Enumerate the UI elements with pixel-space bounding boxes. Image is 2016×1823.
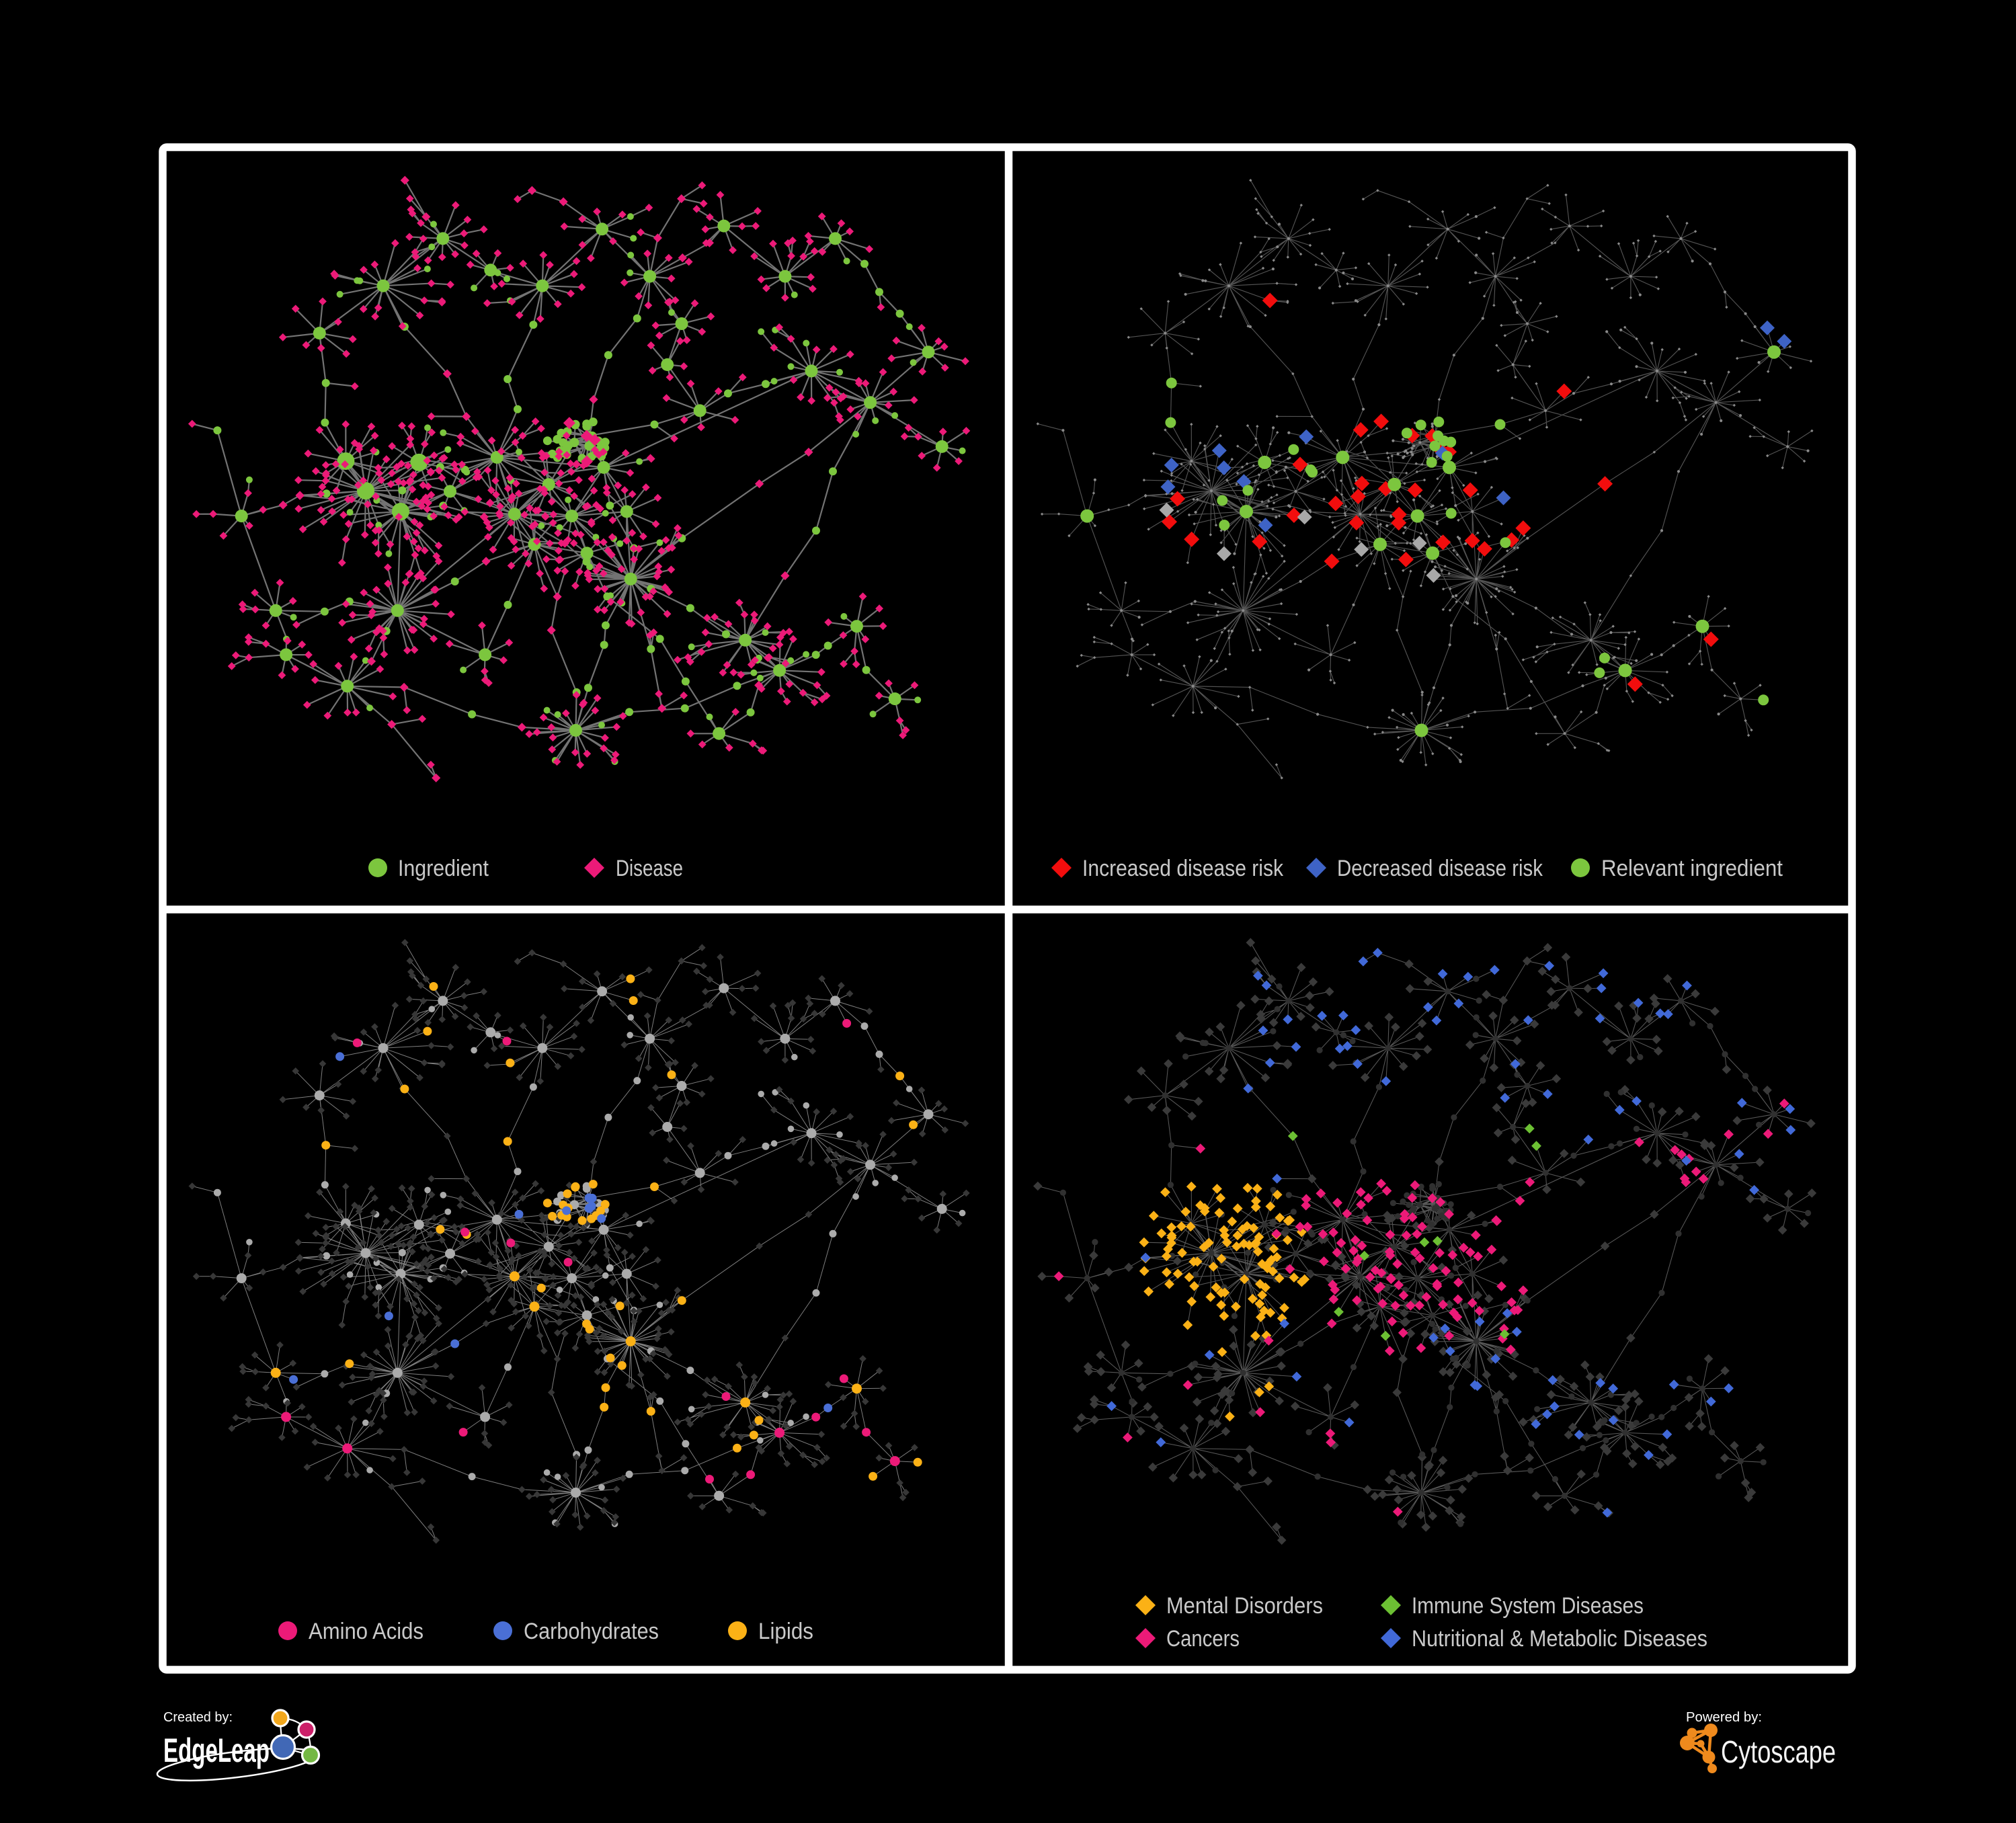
svg-text:Ingredient: Ingredient xyxy=(398,856,489,881)
svg-text:Relevant ingredient: Relevant ingredient xyxy=(1601,856,1783,881)
svg-text:Carbohydrates: Carbohydrates xyxy=(524,1619,659,1644)
svg-text:Amino Acids: Amino Acids xyxy=(309,1619,424,1644)
svg-text:Cancers: Cancers xyxy=(1166,1626,1240,1652)
svg-text:Powered by:: Powered by: xyxy=(1686,1710,1762,1725)
svg-text:Disease: Disease xyxy=(616,856,683,881)
svg-text:Nutritional & Metabolic Diseas: Nutritional & Metabolic Diseases xyxy=(1412,1626,1707,1652)
svg-text:Increased disease risk: Increased disease risk xyxy=(1082,856,1284,881)
svg-text:Lipids: Lipids xyxy=(758,1619,813,1644)
svg-text:Created by:: Created by: xyxy=(163,1710,233,1725)
svg-text:Decreased disease risk: Decreased disease risk xyxy=(1337,856,1543,881)
svg-text:Immune System Diseases: Immune System Diseases xyxy=(1412,1593,1644,1619)
svg-text:Mental Disorders: Mental Disorders xyxy=(1166,1593,1323,1619)
svg-text:EdgeLeap: EdgeLeap xyxy=(163,1732,270,1769)
svg-text:Cytoscape: Cytoscape xyxy=(1721,1734,1836,1769)
